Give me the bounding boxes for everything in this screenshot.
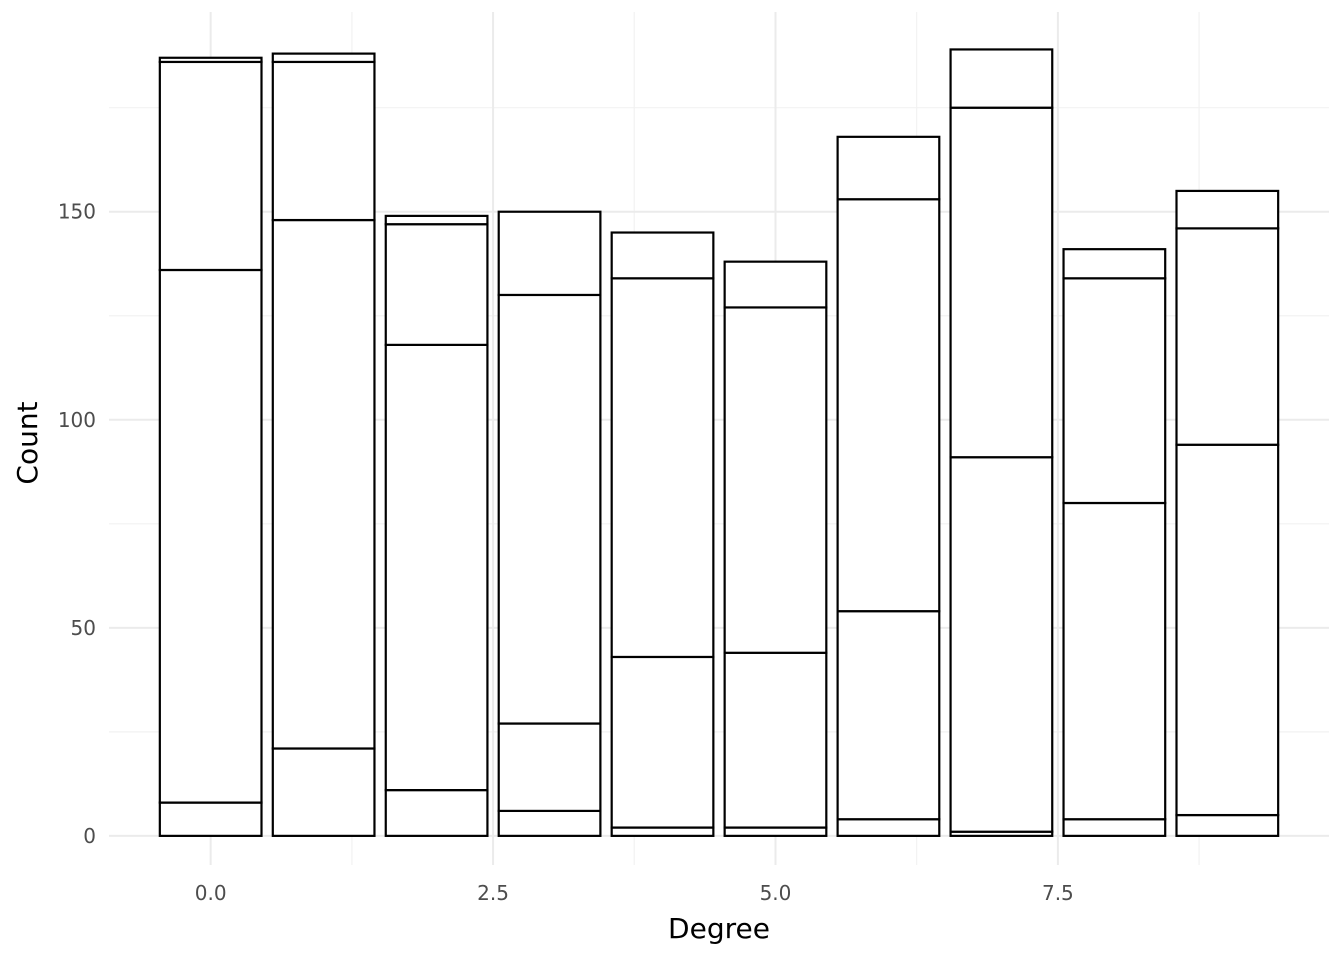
bar-segment-3-0 [497, 809, 602, 837]
bar-segment-8-3 [1062, 248, 1167, 280]
bar-segment-9-3 [1175, 189, 1280, 230]
bar-segment-9-2 [1175, 227, 1280, 446]
bar-segment-2-3 [384, 214, 489, 226]
bar-segment-6-0 [836, 818, 941, 837]
bar-segment-8-2 [1062, 277, 1167, 505]
y-axis-title: Count [11, 401, 44, 484]
bar-segment-4-0 [610, 826, 715, 837]
bar-segment-4-2 [610, 277, 715, 659]
x-tick-label: 5.0 [760, 881, 792, 905]
y-tick-label: 0 [83, 824, 96, 848]
bar-segment-1-2 [271, 60, 376, 222]
bar-segment-3-2 [497, 293, 602, 725]
x-tick-label: 2.5 [477, 881, 509, 905]
bar-segment-0-2 [158, 60, 263, 272]
bar-segment-5-3 [723, 260, 828, 309]
bars [158, 48, 1280, 837]
bar-segment-7-3 [949, 48, 1054, 109]
bar-segment-3-3 [497, 210, 602, 297]
bar-segment-2-0 [384, 789, 489, 837]
bar-segment-6-2 [836, 198, 941, 613]
bar-segment-8-0 [1062, 818, 1167, 837]
y-tick-label: 150 [58, 200, 96, 224]
bar-segment-6-1 [836, 610, 941, 821]
x-axis-tick-labels: 0.0 2.5 5.0 7.5 [195, 881, 1074, 905]
x-axis-title: Degree [668, 912, 770, 945]
bar-segment-0-0 [158, 801, 263, 837]
bar-segment-5-2 [723, 306, 828, 654]
bar-segment-1-1 [271, 218, 376, 750]
y-axis-tick-labels: 0 50 100 150 [58, 200, 96, 848]
bar-segment-9-1 [1175, 443, 1280, 817]
bar-segment-0-1 [158, 268, 263, 804]
x-tick-label: 0.0 [195, 881, 227, 905]
bar-segment-5-0 [723, 826, 828, 837]
bar-segment-9-0 [1175, 813, 1280, 837]
x-tick-label: 7.5 [1042, 881, 1074, 905]
bar-segment-5-1 [723, 651, 828, 829]
y-tick-label: 100 [58, 408, 96, 432]
bar-segment-7-2 [949, 106, 1054, 459]
bar-segment-0-3 [158, 56, 263, 64]
bar-segment-6-3 [836, 135, 941, 201]
bar-segment-7-1 [949, 456, 1054, 833]
bar-segment-2-2 [384, 223, 489, 346]
bar-segment-1-3 [271, 52, 376, 64]
bar-segment-8-1 [1062, 501, 1167, 821]
bar-segment-4-3 [610, 231, 715, 280]
bar-segment-3-1 [497, 722, 602, 813]
bar-segment-1-0 [271, 747, 376, 837]
bar-segment-4-1 [610, 655, 715, 829]
bar-segment-2-1 [384, 343, 489, 792]
y-tick-label: 50 [71, 616, 96, 640]
